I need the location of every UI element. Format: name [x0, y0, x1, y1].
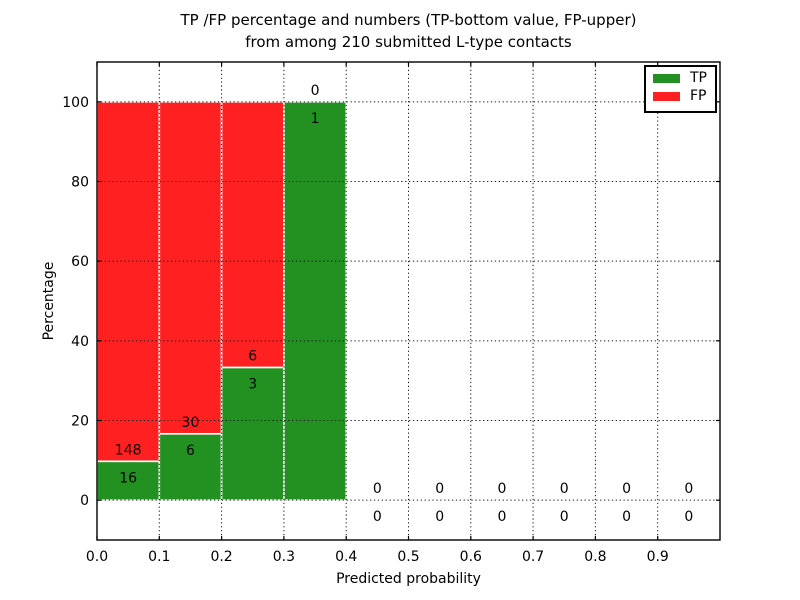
fp-count-label: 0 [684, 481, 693, 497]
tp-color-swatch [653, 73, 680, 83]
y-tick-label: 0 [80, 493, 89, 509]
fp-count-label: 0 [622, 481, 631, 497]
x-tick-label: 0.2 [210, 549, 232, 565]
x-tick-label: 0.4 [335, 549, 357, 565]
fp-color-swatch [653, 91, 680, 101]
y-axis-label: Percentage [41, 261, 57, 341]
y-tick-label: 80 [71, 175, 89, 191]
fp-count-label: 148 [115, 442, 142, 458]
bar-fp-segment [158, 101, 223, 435]
bar-tp-segment [220, 366, 285, 501]
fp-count-label: 0 [497, 481, 506, 497]
tp-count-label: 16 [119, 470, 137, 486]
y-tick-label: 20 [71, 414, 89, 430]
fp-legend-label: FP [690, 88, 707, 104]
tp-count-label: 0 [373, 509, 382, 525]
fp-count-label: 6 [248, 348, 257, 364]
x-tick-label: 0.8 [584, 549, 606, 565]
fp-count-label: 0 [560, 481, 569, 497]
legend-item-tp: TP [653, 70, 715, 86]
tp-legend-label: TP [690, 70, 707, 86]
bar-fp-segment [220, 101, 285, 369]
chart-title: TP /FP percentage and numbers (TP-bottom… [180, 11, 637, 51]
tp-count-label: 0 [560, 509, 569, 525]
bar-tp-segment [283, 101, 347, 501]
tp-count-label: 0 [684, 509, 693, 525]
y-tick-label: 40 [71, 334, 89, 350]
fp-count-label: 30 [182, 415, 200, 431]
fp-count-label: 0 [435, 481, 444, 497]
fp-count-label: 0 [311, 83, 320, 99]
x-tick-label: 0.0 [86, 549, 108, 565]
tp-count-label: 0 [435, 509, 444, 525]
legend: TP FP [644, 65, 717, 113]
x-tick-label: 0.3 [273, 549, 295, 565]
y-tick-label: 100 [62, 95, 89, 111]
tp-count-label: 6 [186, 443, 195, 459]
x-axis-label: Predicted probability [336, 571, 481, 587]
x-tick-label: 0.5 [397, 549, 419, 565]
x-tick-label: 0.9 [647, 549, 669, 565]
y-tick-label: 60 [71, 254, 89, 270]
legend-item-fp: FP [653, 88, 715, 104]
x-tick-label: 0.1 [148, 549, 170, 565]
fp-count-label: 0 [373, 481, 382, 497]
tp-count-label: 3 [248, 376, 257, 392]
tp-count-label: 0 [497, 509, 506, 525]
tp-count-label: 1 [311, 111, 320, 127]
bar-fp-segment [96, 101, 161, 463]
x-tick-label: 0.7 [522, 549, 544, 565]
x-tick-label: 0.6 [460, 549, 482, 565]
tp-count-label: 0 [622, 509, 631, 525]
